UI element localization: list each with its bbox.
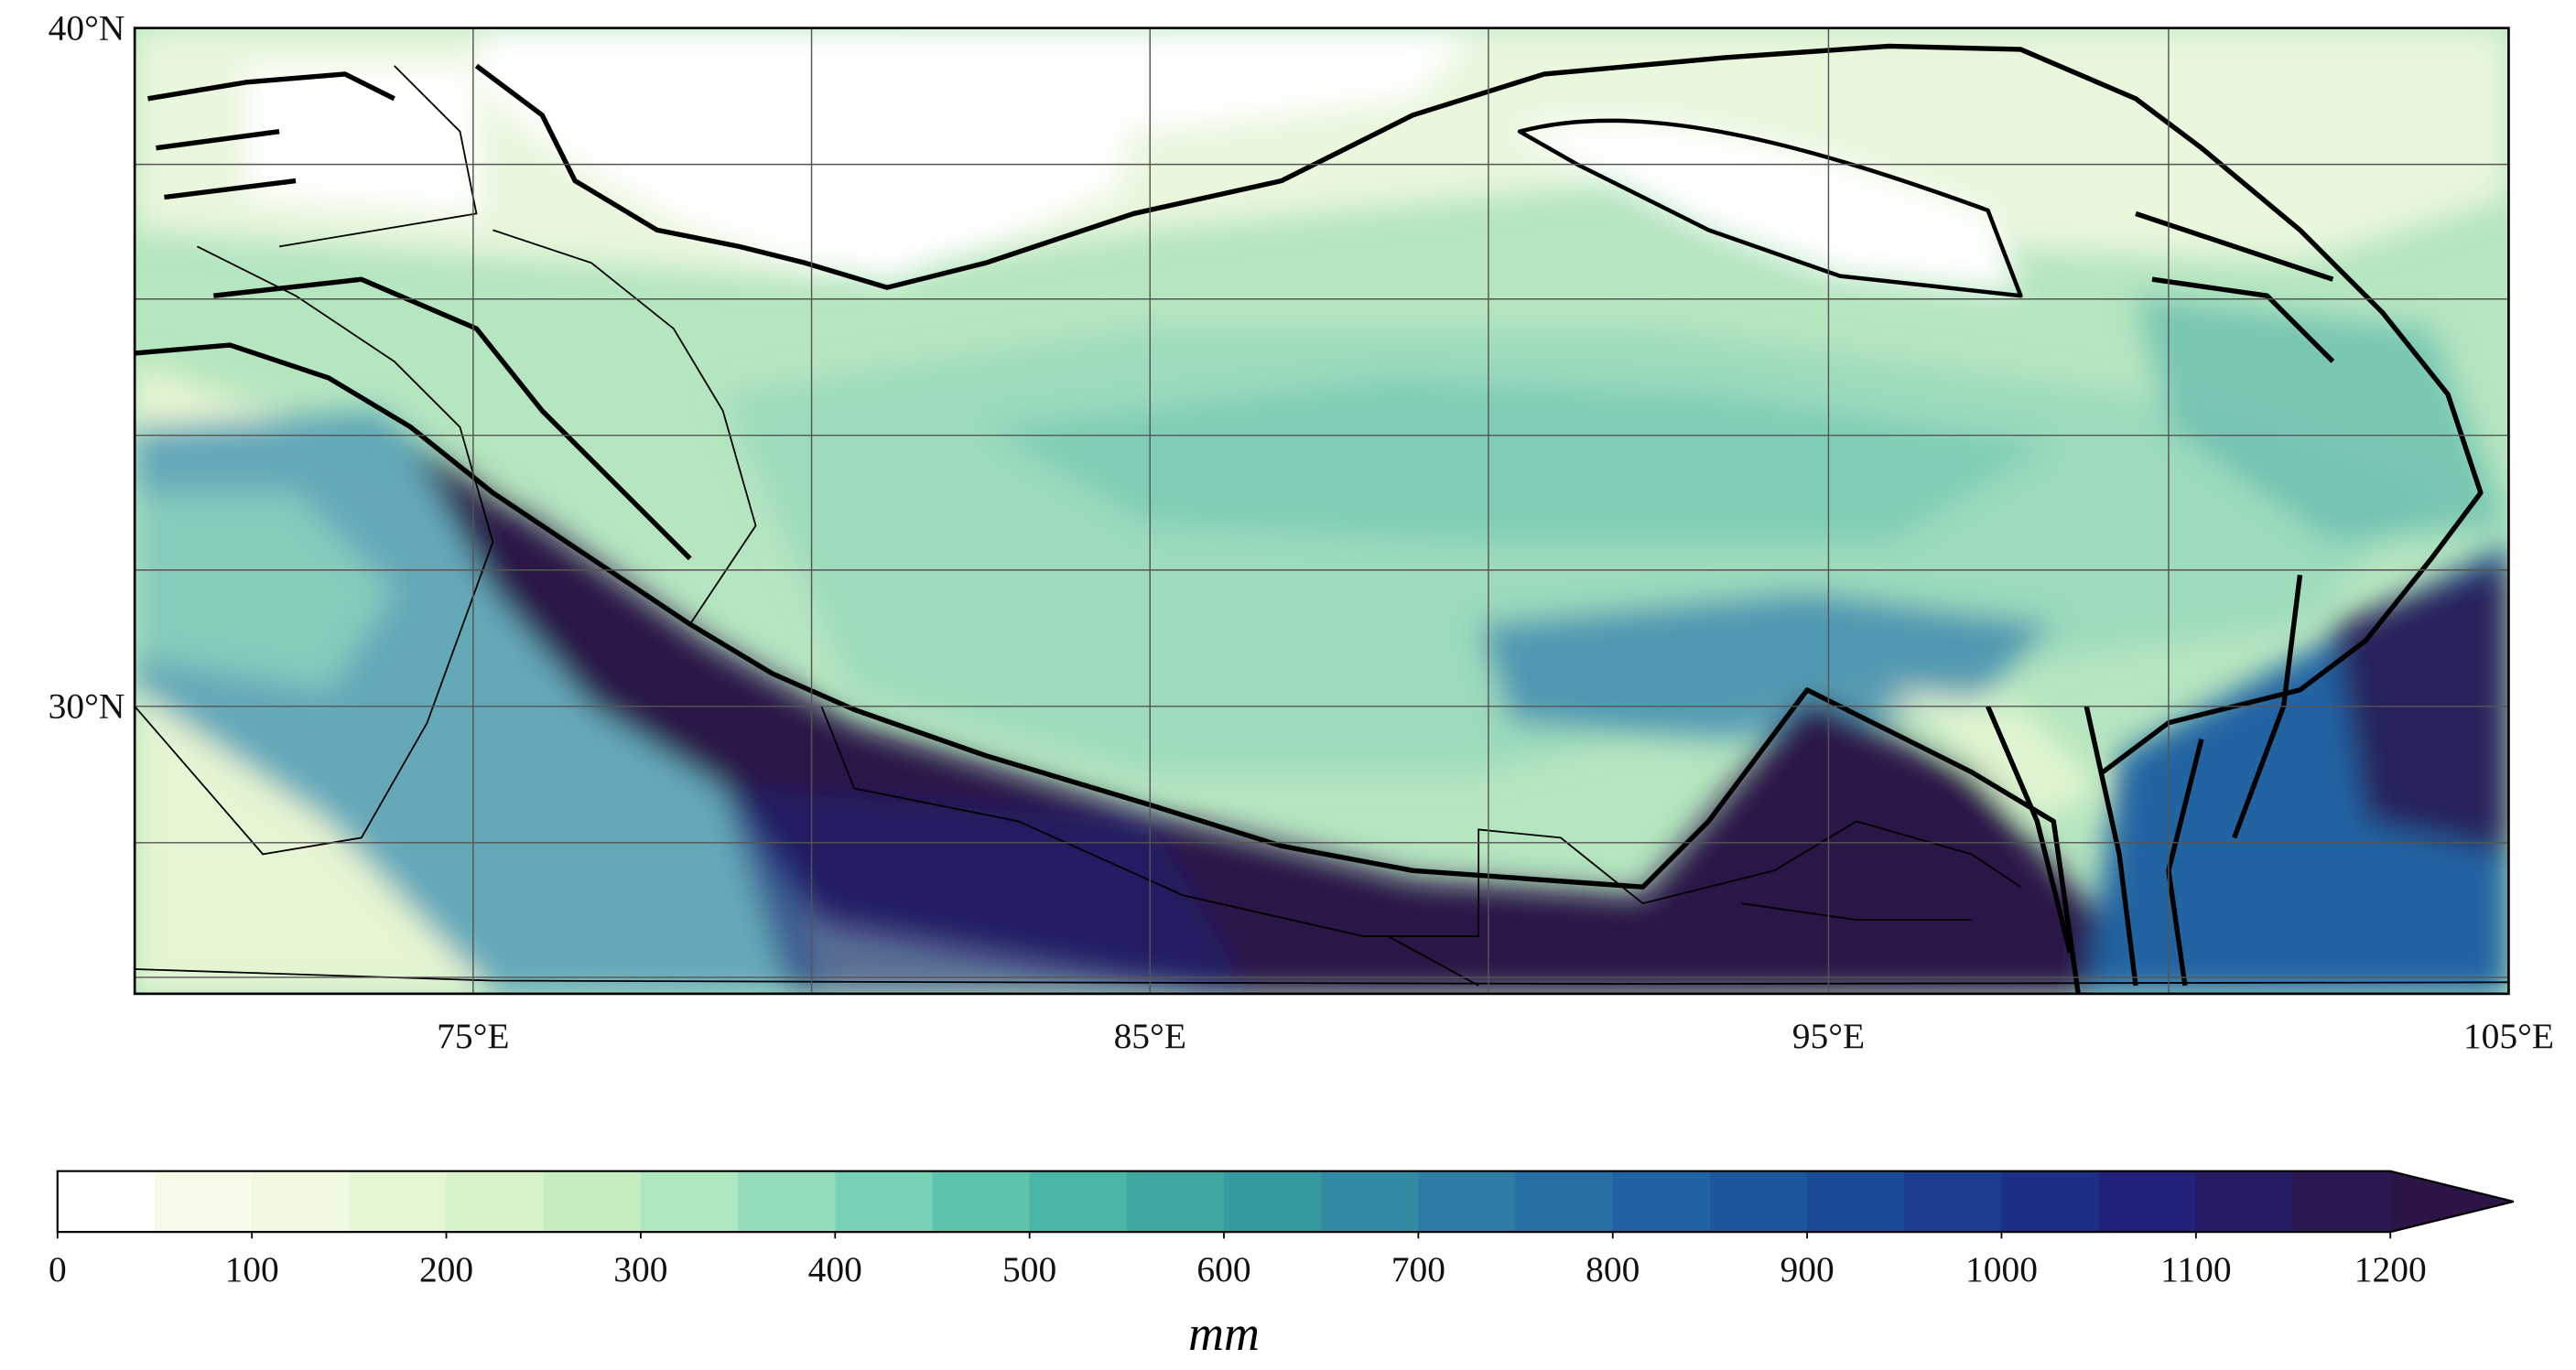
colorbar-level [835,1170,934,1233]
colorbar-tick-label: 1000 [1965,1249,2038,1289]
colorbar-outline [56,1170,2515,1234]
colorbar-tick-label: 900 [1780,1249,1835,1289]
colorbar-unit: mm [1188,1306,1260,1361]
colorbar-level [1224,1170,1323,1233]
colorbar-level [640,1170,739,1233]
lat-label: 40°N [49,7,125,48]
colorbar-tick-label: 700 [1391,1249,1445,1289]
colorbar-tick-label: 600 [1196,1249,1250,1289]
colorbar-level [154,1170,254,1233]
colorbar-tick-label: 1200 [2354,1249,2427,1289]
colorbar-level [738,1170,837,1233]
colorbar-level [1029,1170,1128,1233]
colorbar-level [2195,1170,2294,1233]
colorbar-tick-label: 0 [49,1249,67,1289]
colorbar-level [57,1170,156,1233]
colorbar-tick-label: 800 [1586,1249,1640,1289]
colorbar-tick-label: 100 [225,1249,279,1289]
lon-label: 75°E [437,1016,509,1056]
colorbar-level [1807,1170,1906,1233]
lon-label: 95°E [1792,1016,1865,1056]
colorbar-level [1321,1170,1420,1233]
colorbar-level [1612,1170,1711,1233]
colorbar-level [1418,1170,1517,1233]
colorbar-tick-label: 1100 [2160,1249,2231,1289]
colorbar-level [932,1170,1031,1233]
colorbar-level [349,1170,448,1233]
lon-label: 85°E [1114,1016,1186,1056]
colorbar-level [543,1170,642,1233]
colorbar-extension [2390,1170,2514,1233]
colorbar-level [446,1170,545,1233]
colorbar-level [252,1170,351,1233]
colorbar-tick-label: 200 [419,1249,473,1289]
precipitation-field [135,27,2509,994]
colorbar-level [1904,1170,2003,1233]
colorbar-level [2098,1170,2197,1233]
colorbar-level [1126,1170,1225,1233]
graticule [135,27,2509,994]
colorbar-level [2001,1170,2100,1233]
colorbar-tick-label: 400 [808,1249,862,1289]
colorbar-tick-label: 500 [1002,1249,1056,1289]
lon-label: 105°E [2463,1016,2554,1056]
colorbar: 0 100 200 300 400 500 600 700 800 900 1000 1100 1200 [49,1170,2515,1289]
colorbar-level [2293,1170,2392,1233]
colorbar-tick-label: 300 [613,1249,667,1289]
lat-label: 30°N [49,685,125,726]
map-frame [133,27,2510,996]
colorbar-level [1709,1170,1809,1233]
colorbar-level [1515,1170,1614,1233]
